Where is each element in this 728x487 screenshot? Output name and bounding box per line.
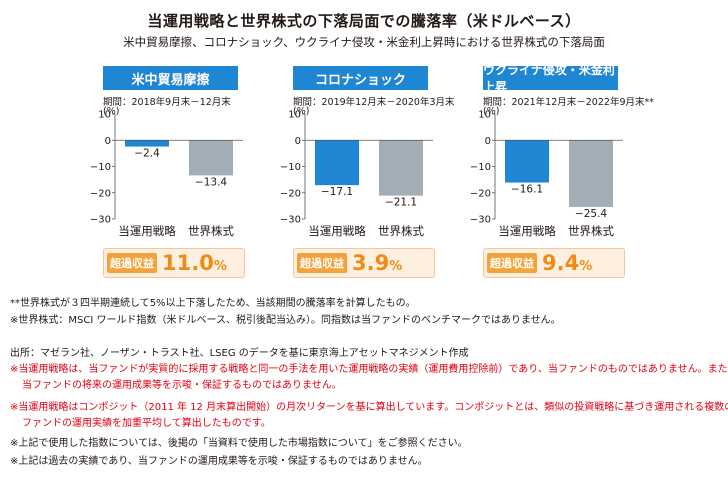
category-label: 当運用戦略 (498, 224, 556, 238)
excess-return-box: 超過収益 9.4% (483, 248, 625, 278)
y-tick-label: −10 (280, 162, 301, 173)
excess-return-value: 3.9 (352, 251, 390, 275)
bar (379, 140, 423, 196)
footnote: ※当運用戦略はコンポジット（2011 年 12 月末算出開始）の月次リターンを基… (10, 402, 728, 413)
y-tick-label: 0 (485, 136, 491, 147)
y-tick-label: −20 (280, 188, 301, 199)
bar (189, 140, 233, 176)
y-tick-label: −10 (470, 162, 491, 173)
excess-return-value-wrap: 11.0% (162, 249, 227, 277)
panel-trade-war: 米中貿易摩擦 期間：2018年9月末－12月末 (%) 10 0 −10 −20 −30… (90, 66, 293, 278)
category-label: 世界株式 (378, 224, 424, 238)
unit-label: (%) (103, 106, 120, 117)
bar (125, 140, 169, 147)
y-tick-label: 10 (288, 110, 301, 121)
excess-return-label: 超過収益 (297, 253, 347, 273)
excess-return-label: 超過収益 (487, 253, 537, 273)
y-tick-label: −30 (280, 215, 301, 226)
category-label: 世界株式 (188, 224, 234, 238)
excess-return-label: 超過収益 (107, 253, 157, 273)
excess-return-box: 超過収益 3.9% (293, 248, 435, 278)
excess-return-value-wrap: 9.4% (542, 249, 592, 277)
data-label: −21.1 (385, 197, 417, 209)
chart-title: 当運用戦略と世界株式の下落局面での騰落率（米ドルベース） (147, 12, 581, 30)
category-label: 当運用戦略 (118, 224, 176, 238)
period-label: 期間：2018年9月末－12月末 (103, 97, 231, 108)
data-label: −2.4 (134, 148, 160, 160)
panel-header: ウクライナ侵攻・米金利上昇 (483, 63, 618, 94)
footnote: ※世界株式：MSCI ワールド指数（米ドルベース、税引後配当込み）。同指数は当フ… (10, 315, 561, 326)
y-tick-label: 0 (105, 136, 111, 147)
footnote: **世界株式が３四半期連続して5%以上下落したため、当該期間の騰落率を計算したも… (10, 298, 416, 309)
footnote: ※上記で使用した指数については、後掲の「当資料で使用した市場指数について」をご参… (10, 438, 468, 449)
category-label: 世界株式 (568, 224, 614, 238)
bar-chart: 10 0 −10 −20 −30 −2.4 当運用戦略 −13.4 世界株式 (90, 110, 243, 238)
period-label: 期間：2019年12月末－2020年3月末 (293, 97, 455, 108)
y-tick-label: −30 (90, 215, 111, 226)
y-tick-label: 0 (295, 136, 301, 147)
panel-header: 米中貿易摩擦 (103, 66, 238, 90)
excess-return-unit: % (389, 259, 403, 274)
unit-label: (%) (483, 106, 500, 117)
footnote: ※当運用戦略は、当ファンドが実質的に採用する戦略と同一の手法を用いた運用戦略の実… (10, 364, 728, 375)
excess-return-value: 9.4 (542, 251, 580, 275)
y-tick-label: 10 (98, 110, 111, 121)
bar (315, 140, 359, 186)
footnote: ※上記は過去の実績であり、当ファンドの運用成果等を示唆・保証するものではありませ… (10, 456, 428, 467)
data-label: −16.1 (511, 184, 543, 196)
period-label: 期間：2021年12月末－2022年9月末** (483, 97, 654, 108)
y-tick-label: −20 (470, 188, 491, 199)
chart-subtitle: 米中貿易摩擦、コロナショック、ウクライナ侵攻・米金利上昇時における世界株式の下落… (123, 35, 605, 49)
bar-chart: 10 0 −10 −20 −30 −16.1 当運用戦略 −25.4 世界株式 (470, 110, 623, 238)
panel-covid: コロナショック 期間：2019年12月末－2020年3月末 (%) 10 0 −10… (280, 66, 483, 278)
data-label: −25.4 (575, 208, 607, 220)
bar (569, 140, 613, 207)
source-note: 出所：マゼラン社、ノーザン・トラスト社、LSEG のデータを基に東京海上アセット… (10, 348, 469, 359)
excess-return-value-wrap: 3.9% (352, 249, 402, 277)
excess-return-unit: % (213, 259, 227, 274)
data-label: −13.4 (195, 176, 227, 188)
y-tick-label: −30 (470, 215, 491, 226)
excess-return-unit: % (579, 259, 593, 274)
panel-header: コロナショック (293, 66, 428, 90)
unit-label: (%) (293, 106, 310, 117)
footnote: ファンドの運用実績を加重平均して算出したものです。 (22, 418, 271, 429)
y-tick-label: −10 (90, 162, 111, 173)
footnote: 当ファンドの将来の運用成果等を示唆・保証するものではありません。 (22, 380, 342, 391)
y-tick-label: −20 (90, 188, 111, 199)
data-label: −17.1 (321, 186, 353, 198)
excess-return-box: 超過収益 11.0% (103, 248, 245, 278)
panel-ukraine: ウクライナ侵攻・米金利上昇 期間：2021年12月末－2022年9月末** (%… (470, 63, 673, 278)
excess-return-value: 11.0 (162, 251, 214, 275)
category-label: 当運用戦略 (308, 224, 366, 238)
bar (505, 140, 549, 183)
y-tick-label: 10 (478, 110, 491, 121)
bar-chart: 10 0 −10 −20 −30 −17.1 当運用戦略 −21.1 世界株式 (280, 110, 433, 238)
